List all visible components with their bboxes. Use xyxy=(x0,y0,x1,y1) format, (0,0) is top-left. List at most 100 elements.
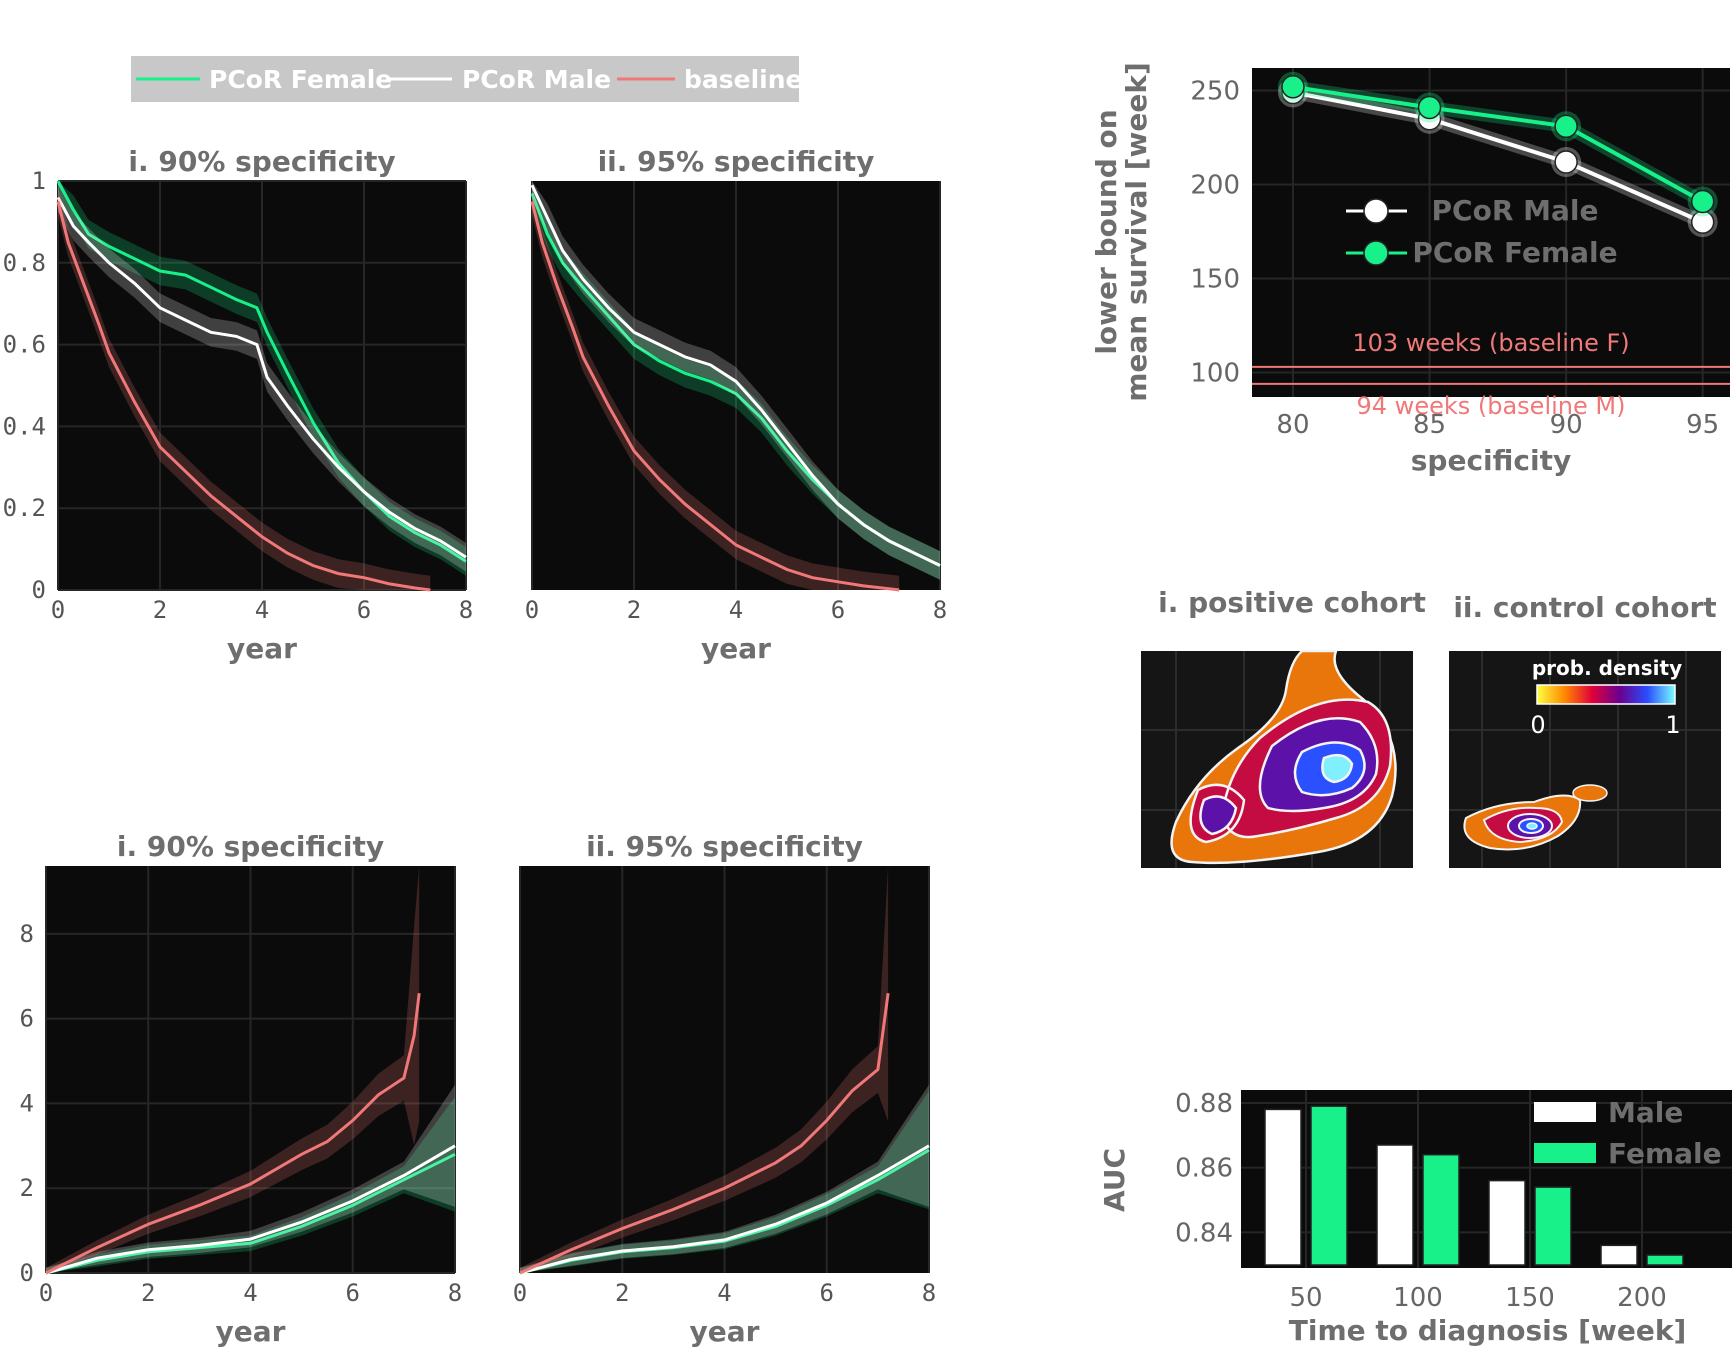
colorbar-gradient xyxy=(1536,684,1676,705)
hazard-chart-95: 0 2 4 6 8 ii. 95% specificity year xyxy=(513,830,936,1348)
x-tick-label: 4 xyxy=(243,1279,257,1307)
survival-chart-95: 0 2 4 6 8 ii. 95% specificity year xyxy=(525,145,947,665)
data-point-pcor-female xyxy=(1281,75,1305,99)
x-axis-label: specificity xyxy=(1411,444,1571,477)
confidence-band-baseline xyxy=(58,187,431,590)
y-axis-label: AUC xyxy=(1098,1148,1131,1212)
density-contours-positive xyxy=(1170,649,1397,865)
series-line-baseline xyxy=(530,201,900,592)
density-contours-control xyxy=(1463,784,1608,851)
density-title-control: ii. control cohort xyxy=(1453,591,1716,624)
series-line-baseline xyxy=(45,993,421,1275)
x-tick-label: 0 xyxy=(525,596,539,624)
x-axis-label: year xyxy=(690,1315,760,1348)
x-tick-label: 0 xyxy=(39,1279,53,1307)
y-tick-label: 8 xyxy=(20,920,34,948)
series-line-pcor-female xyxy=(56,180,467,563)
x-tick-label: 100 xyxy=(1393,1283,1443,1313)
colorbar-max: 1 xyxy=(1665,711,1680,739)
x-tick-label: 8 xyxy=(922,1279,936,1307)
x-tick-label: 0 xyxy=(513,1279,527,1307)
series-line-pcor-male xyxy=(1292,90,1704,225)
series-line-baseline xyxy=(56,201,431,592)
y-tick-label: 2 xyxy=(20,1174,34,1202)
x-tick-label: 150 xyxy=(1505,1283,1555,1313)
chart-title: i. 90% specificity xyxy=(128,145,395,178)
y-tick-label: 0.4 xyxy=(3,412,46,440)
hazard-chart-90: 0 2 4 6 8 0 2 4 6 8 i. 90% specificity year xyxy=(20,830,463,1348)
legend-swatch-female xyxy=(1534,1143,1596,1163)
x-tick-label: 90 xyxy=(1550,410,1583,440)
contour-control-level5 xyxy=(1526,822,1538,830)
y-tick-label: 0.88 xyxy=(1175,1089,1233,1119)
y-tick-label: 0 xyxy=(20,1259,34,1287)
x-axis-label: Time to diagnosis [week] xyxy=(1289,1314,1686,1347)
x-tick-label: 6 xyxy=(357,596,371,624)
bar-female-200 xyxy=(1646,1254,1684,1266)
series-line-pcor-male xyxy=(530,184,941,567)
data-point-pcor-female xyxy=(1690,189,1715,214)
legend-label-female: Female xyxy=(1608,1137,1722,1170)
auc-bar-chart: Male Female 50 100 150 200 0.84 0.86 0.88 Time to… xyxy=(1098,1089,1732,1347)
survival-chart-90: 0 2 4 6 8 0 0.2 0.4 0.6 0.8 1 i. 90% specificity yea… xyxy=(3,145,474,665)
mean-survival-chart: 103 weeks (baseline F) 94 weeks (baseline… xyxy=(1090,62,1730,477)
x-tick-label: 85 xyxy=(1413,410,1446,440)
legend-marker-pcor-female xyxy=(1363,240,1389,266)
confidence-band-baseline xyxy=(520,866,889,1273)
legend-label-baseline: baseline xyxy=(684,65,803,94)
y-tick-label: 150 xyxy=(1190,265,1240,295)
y-tick-label: 250 xyxy=(1190,77,1240,107)
legend-swatch-male xyxy=(1534,1102,1596,1122)
x-tick-label: 6 xyxy=(820,1279,834,1307)
y-tick-label: 6 xyxy=(20,1005,34,1033)
y-tick-label: 100 xyxy=(1190,359,1240,389)
y-tick-label: 0.8 xyxy=(3,249,46,277)
y-tick-label: 4 xyxy=(20,1089,34,1117)
contour-positive-level5 xyxy=(1321,753,1354,784)
colorbar-min: 0 xyxy=(1530,711,1545,739)
x-tick-label: 8 xyxy=(459,596,473,624)
y-tick-label: 200 xyxy=(1190,171,1240,201)
y-tick-label: 0.84 xyxy=(1175,1218,1233,1248)
y-tick-label: 0.2 xyxy=(3,494,46,522)
x-tick-label: 8 xyxy=(933,596,947,624)
x-tick-label: 2 xyxy=(153,596,167,624)
x-tick-label: 0 xyxy=(51,596,65,624)
y-tick-label: 0.6 xyxy=(3,331,46,359)
x-tick-label: 4 xyxy=(255,596,269,624)
series-line-pcor-male xyxy=(56,196,467,559)
x-tick-label: 2 xyxy=(615,1279,629,1307)
confidence-band-pcor-female xyxy=(520,1090,929,1273)
x-tick-label: 4 xyxy=(717,1279,731,1307)
x-tick-label: 95 xyxy=(1686,410,1719,440)
x-tick-label: 6 xyxy=(346,1279,360,1307)
legend-box xyxy=(131,56,799,102)
legend-marker-pcor-male xyxy=(1363,198,1389,224)
y-tick-label: 0.86 xyxy=(1175,1154,1233,1184)
legend-label-female: PCoR Female xyxy=(209,65,392,94)
plot-area xyxy=(1252,68,1730,397)
baseline-reference-label: 94 weeks (baseline M) xyxy=(1357,392,1626,420)
legend-label-pcor-female: PCoR Female xyxy=(1412,236,1617,269)
bar-female-50 xyxy=(1310,1105,1348,1266)
colorbar: prob. density 0 1 xyxy=(1530,656,1682,739)
colorbar-label: prob. density xyxy=(1532,656,1682,680)
x-tick-label: 8 xyxy=(448,1279,462,1307)
series-line-pcor-male xyxy=(45,1144,456,1275)
x-tick-label: 200 xyxy=(1617,1283,1667,1313)
data-point-pcor-male xyxy=(1554,150,1578,174)
bar-male-50 xyxy=(1264,1108,1302,1266)
series-line-baseline xyxy=(519,993,890,1275)
legend-label-male: Male xyxy=(1608,1096,1683,1129)
x-axis-label: year xyxy=(701,632,771,665)
series-line-pcor-male xyxy=(519,1144,930,1275)
legend: PCoR Female PCoR Male baseline xyxy=(131,56,803,102)
y-axis-label-line: mean survival [week] xyxy=(1120,62,1153,402)
x-axis-label: year xyxy=(216,1315,286,1348)
density-title-positive: i. positive cohort xyxy=(1158,586,1426,619)
data-point-pcor-female xyxy=(1554,114,1578,139)
bar-male-100 xyxy=(1376,1144,1414,1266)
bar-female-150 xyxy=(1534,1186,1572,1266)
chart-title: i. 90% specificity xyxy=(117,830,384,863)
